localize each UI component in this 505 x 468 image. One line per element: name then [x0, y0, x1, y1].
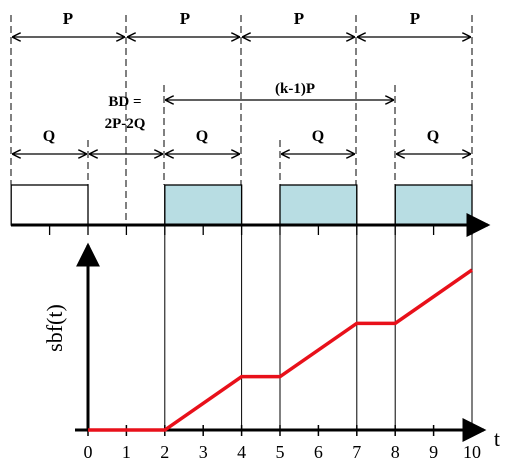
budget-labels: Q Q Q Q: [43, 128, 439, 145]
supply-box-empty: [10, 184, 89, 226]
x-tick-label: 9: [429, 442, 438, 462]
span-label: (k-1)P: [275, 81, 315, 97]
period-label: P: [294, 9, 304, 28]
supply-box: [164, 184, 243, 226]
supply-box: [279, 184, 358, 226]
x-tick-label: 0: [84, 442, 93, 462]
y-axis-label: sbf(t): [42, 304, 67, 352]
x-tick-label: 4: [237, 442, 246, 462]
period-labels: P P P P: [63, 9, 420, 28]
budget-label: Q: [427, 128, 439, 145]
period-label: P: [410, 9, 420, 28]
x-tick-label: 8: [391, 442, 400, 462]
period-label: P: [63, 9, 73, 28]
x-tick-label: 3: [199, 442, 208, 462]
sbf-points: [87, 269, 473, 431]
x-tick-label: 2: [160, 442, 169, 462]
period-guides: [10, 15, 473, 226]
x-axis-label: t: [494, 426, 500, 451]
supply-box: [394, 184, 473, 226]
connector-lines: [164, 185, 473, 430]
blackout-label: 2P-2Q: [105, 116, 146, 132]
supply-boxes: [10, 184, 473, 226]
x-tick-labels: 0 1 2 3 4 5 6 7 8 9 10: [84, 442, 482, 462]
period-label: P: [180, 9, 190, 28]
x-tick-label: 10: [463, 442, 481, 462]
x-tick-label: 5: [276, 442, 285, 462]
x-tick-label: 7: [352, 442, 361, 462]
x-tick-label: 6: [314, 442, 323, 462]
x-tick-label: 1: [122, 442, 131, 462]
budget-label: Q: [196, 128, 208, 145]
budget-label: Q: [43, 128, 55, 145]
blackout-label: BD =: [108, 94, 141, 110]
budget-label: Q: [312, 128, 324, 145]
